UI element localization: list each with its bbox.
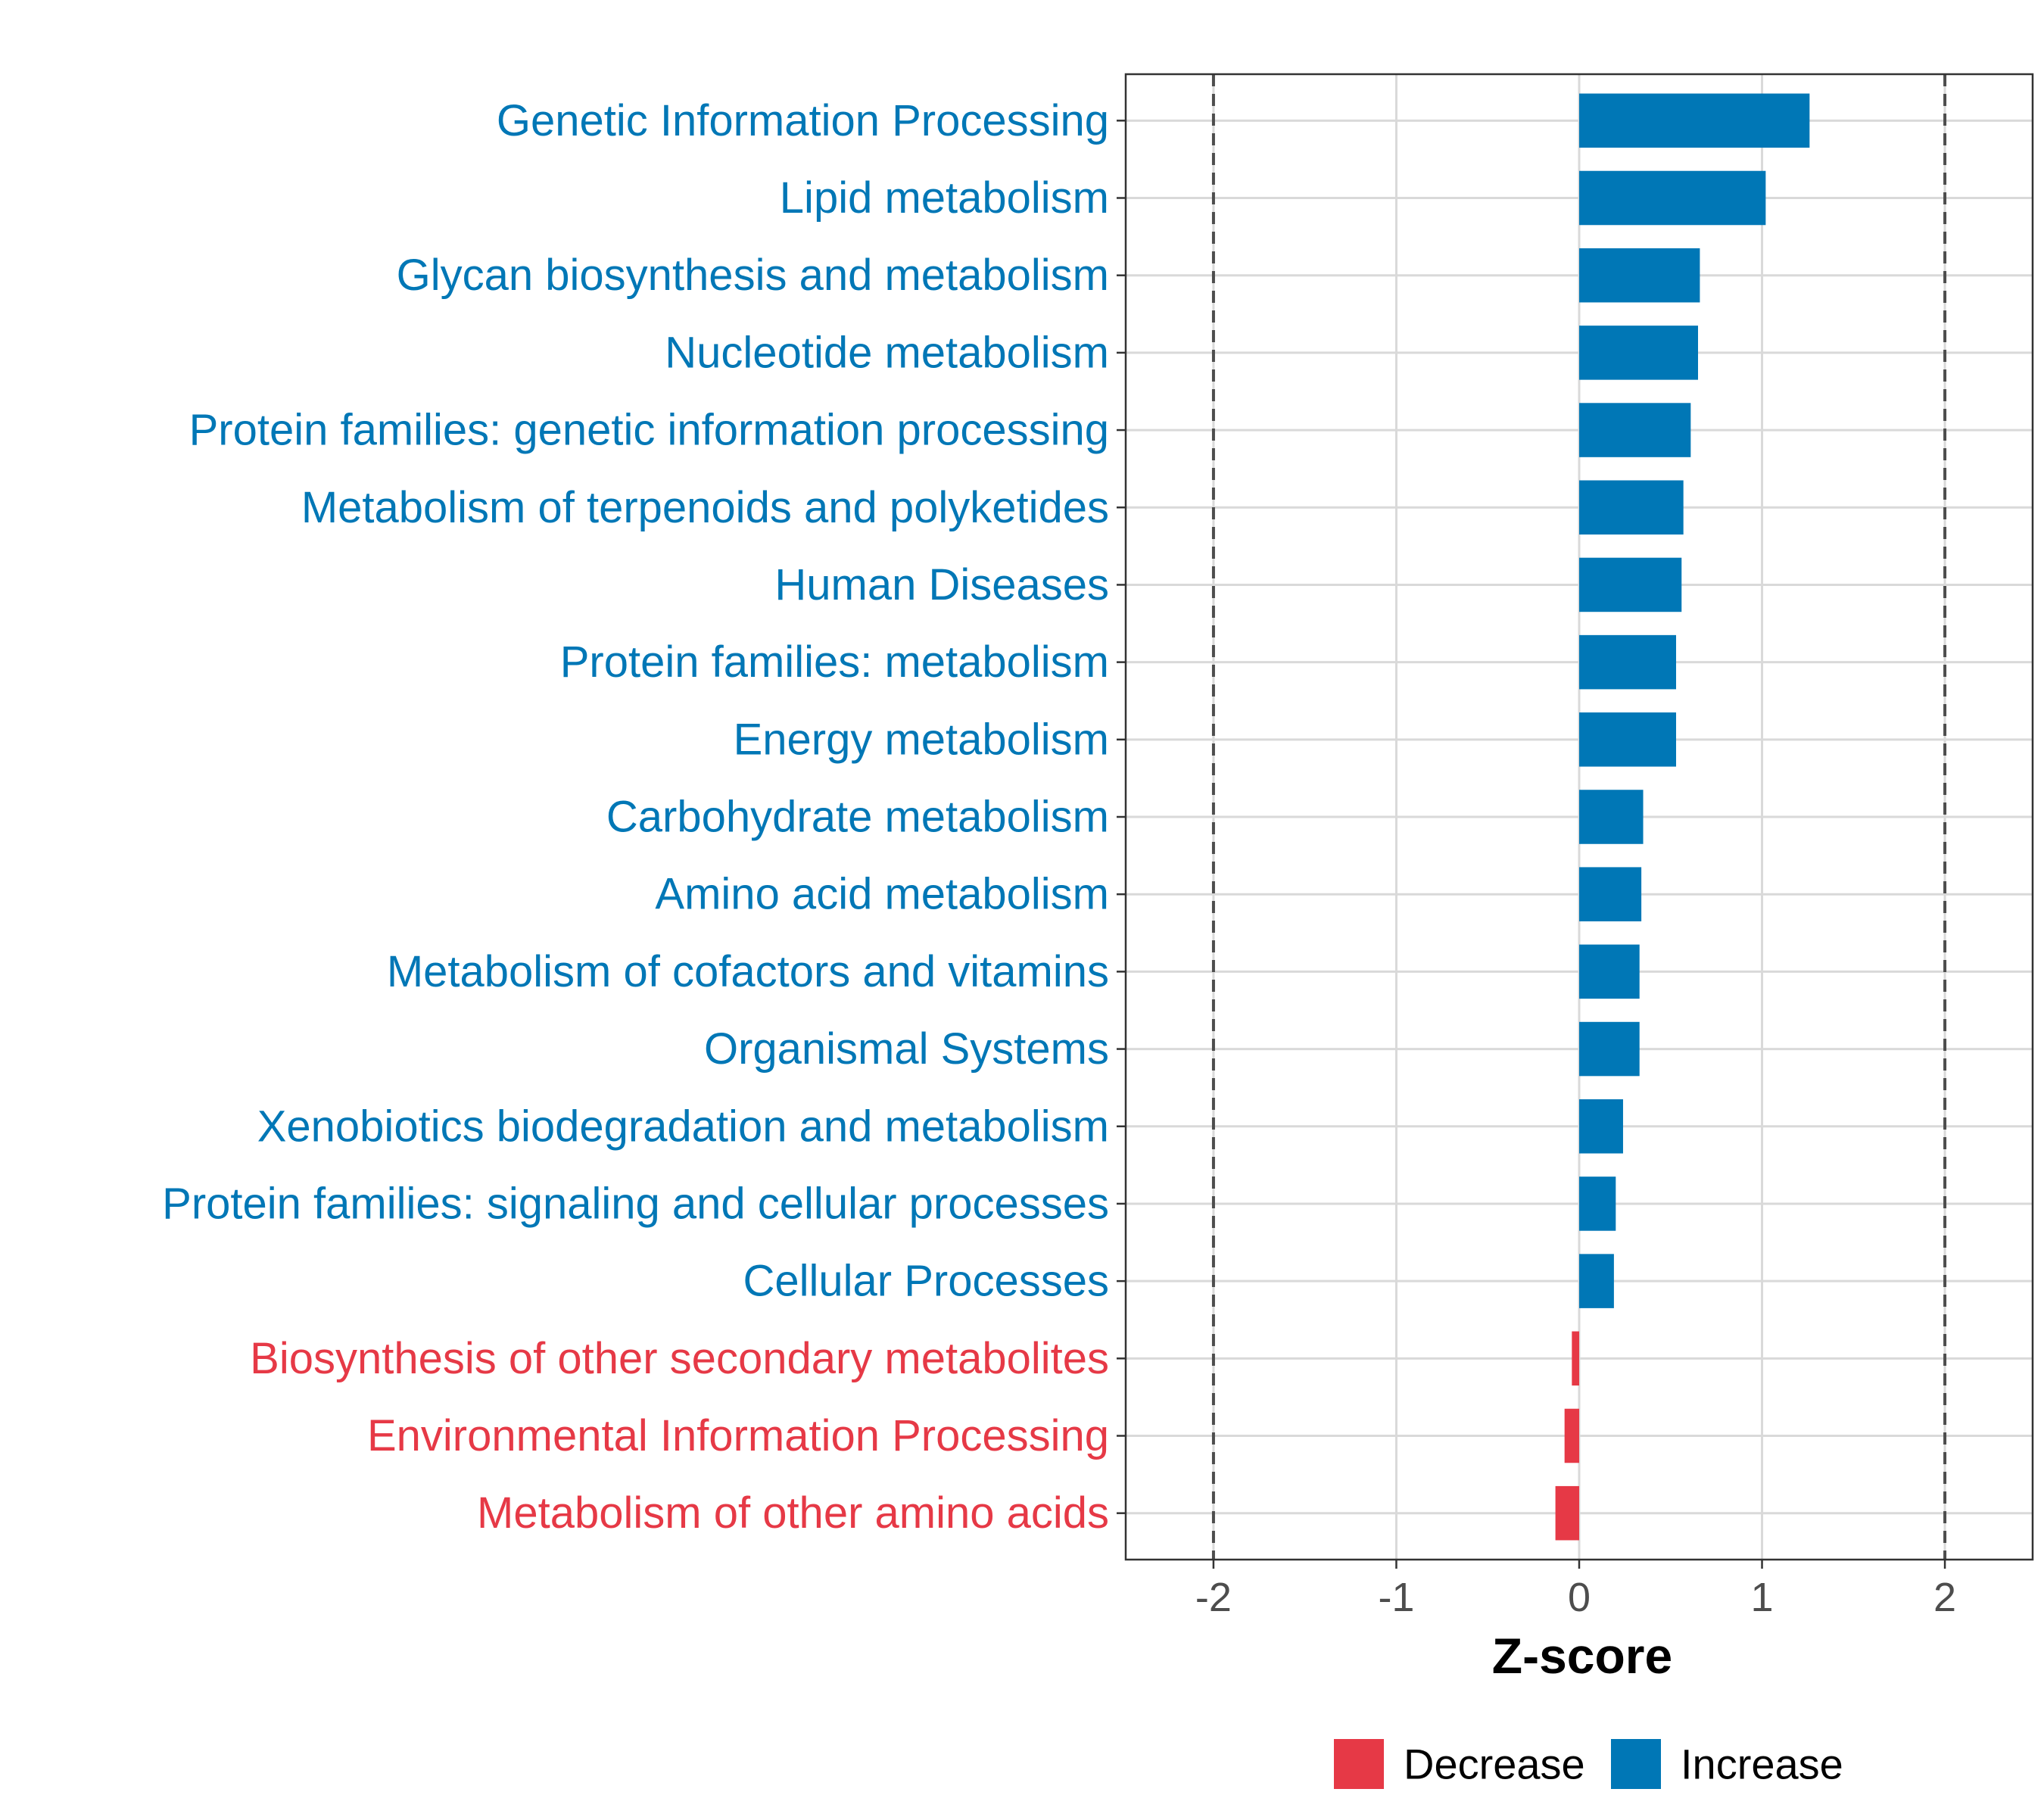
category-label: Environmental Information Processing [367, 1411, 1109, 1460]
category-label: Amino acid metabolism [655, 870, 1109, 919]
bar [1579, 326, 1698, 380]
bar [1579, 170, 1766, 226]
bar [1579, 1177, 1616, 1231]
category-label: Energy metabolism [734, 715, 1109, 764]
category-label: Organismal Systems [704, 1024, 1109, 1074]
category-label: Human Diseases [774, 560, 1109, 609]
bar [1579, 403, 1691, 457]
x-tick-label: 2 [1933, 1575, 1956, 1620]
bar [1579, 480, 1684, 535]
x-axis-ticks: -2 -1 0 1 2 [1195, 1560, 1956, 1620]
bar [1579, 944, 1640, 999]
reference-lines [1211, 74, 1947, 1560]
legend-swatch [1611, 1739, 1661, 1789]
x-axis-title: Z-score [1492, 1628, 1672, 1684]
x-tick-label: -2 [1195, 1575, 1232, 1620]
legend-swatch [1334, 1739, 1384, 1789]
bar [1579, 1021, 1640, 1077]
bar [1579, 867, 1642, 921]
bar [1579, 557, 1682, 612]
bar [1579, 1099, 1623, 1154]
y-axis-ticks [1117, 120, 1126, 1514]
category-labels: Genetic Information Processing Lipid meta… [162, 96, 1109, 1538]
category-label: Biosynthesis of other secondary metaboli… [250, 1334, 1109, 1383]
category-label: Protein families: metabolism [560, 637, 1109, 687]
category-label: Metabolism of cofactors and vitamins [387, 947, 1109, 996]
bars [1555, 93, 1810, 1541]
category-label: Genetic Information Processing [497, 96, 1109, 145]
bar [1579, 1254, 1614, 1308]
x-tick-label: -1 [1378, 1575, 1414, 1620]
legend: Decrease Increase [1334, 1739, 1843, 1789]
bar [1579, 248, 1700, 303]
bar [1564, 1408, 1579, 1463]
legend-label: Decrease [1404, 1741, 1585, 1788]
category-label: Protein families: genetic information pr… [189, 406, 1109, 455]
category-label: Cellular Processes [743, 1257, 1109, 1306]
category-label: Glycan biosynthesis and metabolism [397, 251, 1109, 300]
bar [1579, 93, 1810, 148]
category-label: Metabolism of terpenoids and polyketides [301, 483, 1109, 532]
bar [1579, 790, 1644, 844]
legend-label: Increase [1681, 1741, 1843, 1788]
bar [1555, 1485, 1579, 1541]
x-tick-label: 0 [1568, 1575, 1591, 1620]
bar [1579, 634, 1677, 690]
bar [1572, 1331, 1579, 1386]
x-tick-label: 1 [1751, 1575, 1774, 1620]
bar [1579, 712, 1677, 767]
category-label: Metabolism of other amino acids [477, 1488, 1109, 1538]
category-label: Xenobiotics biodegradation and metabolis… [257, 1102, 1109, 1151]
category-label: Carbohydrate metabolism [606, 793, 1109, 842]
category-label: Protein families: signaling and cellular… [162, 1179, 1109, 1228]
category-label: Lipid metabolism [780, 173, 1109, 223]
category-label: Nucleotide metabolism [665, 328, 1109, 377]
